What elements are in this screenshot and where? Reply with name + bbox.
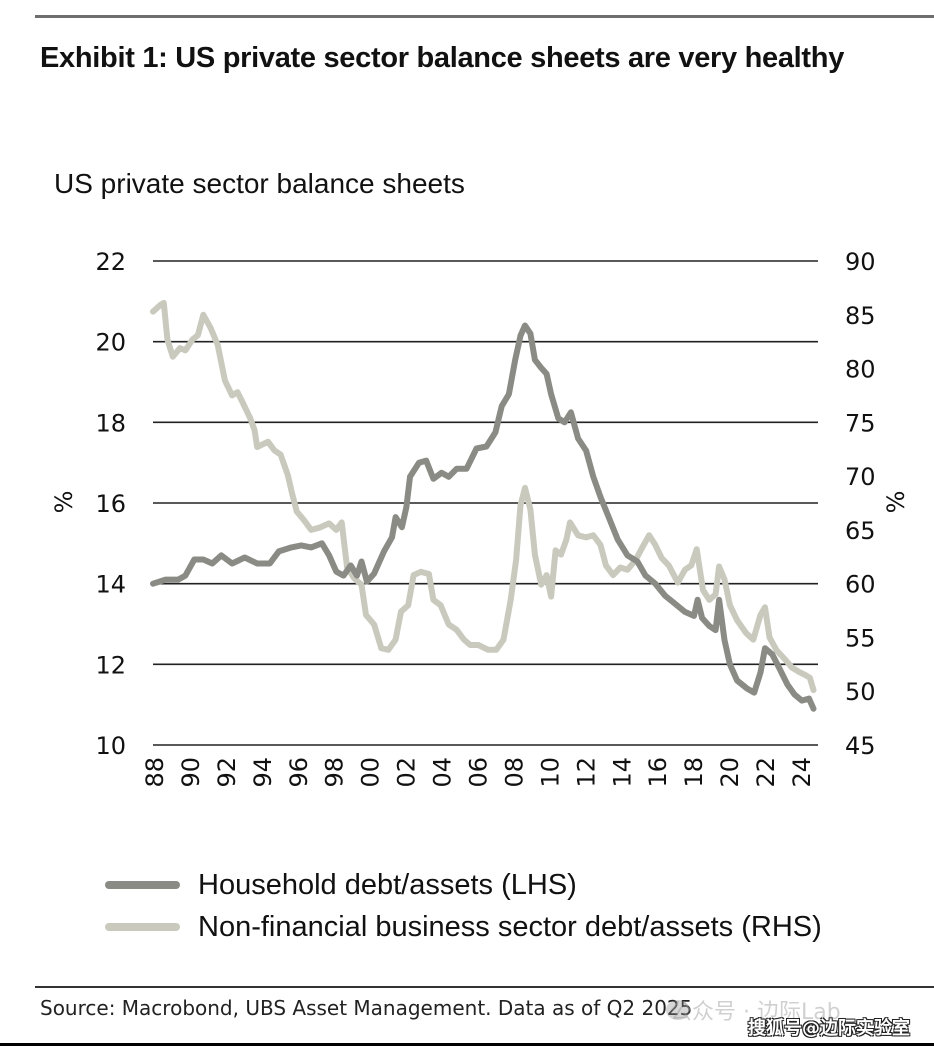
gridlines — [153, 260, 818, 746]
y-right-tick-label: 70 — [845, 463, 876, 491]
x-tick-label: 06 — [465, 757, 493, 788]
x-tick-label: 02 — [393, 757, 421, 788]
exhibit-title: Exhibit 1: US private sector balance she… — [40, 42, 845, 74]
y-left-tick-label: 16 — [95, 490, 126, 518]
x-tick-label: 96 — [285, 757, 313, 788]
x-tick-label: 04 — [429, 757, 457, 788]
y-right-tick-label: 55 — [845, 624, 876, 652]
bottom-border — [0, 1043, 934, 1046]
x-tick-label: 94 — [249, 757, 277, 788]
x-tick-label: 92 — [213, 757, 241, 788]
x-tick-label: 24 — [788, 757, 816, 788]
x-tick-label: 10 — [536, 757, 564, 788]
legend-label-household: Household debt/assets (LHS) — [198, 868, 577, 901]
y-right-tick-label: 60 — [845, 571, 876, 599]
x-axis: 88 90 92 94 96 98 00 02 04 06 08 10 12 14 16 18 20 22 24 — [141, 757, 816, 788]
series-line-household — [150, 322, 817, 712]
series-line-business — [150, 299, 817, 694]
x-tick-label: 20 — [716, 757, 744, 788]
y-left-tick-label: 14 — [95, 571, 126, 599]
legend-label-business: Non-financial business sector debt/asset… — [198, 910, 822, 943]
y-right-tick-label: 75 — [845, 409, 876, 437]
x-tick-label: 88 — [141, 757, 169, 788]
y-right-tick-label: 50 — [845, 678, 876, 706]
y-axis-left: 22 20 18 16 14 12 10 — [95, 248, 126, 760]
x-tick-label: 22 — [752, 757, 780, 788]
x-tick-label: 00 — [357, 757, 385, 788]
x-tick-label: 90 — [177, 757, 205, 788]
chart-title: US private sector balance sheets — [54, 168, 465, 199]
legend: Household debt/assets (LHS) Non-financia… — [105, 864, 822, 948]
series-lines — [150, 299, 817, 712]
y-left-tick-label: 12 — [95, 651, 126, 679]
watermark-chat-icon — [666, 1000, 690, 1020]
x-tick-label: 08 — [500, 757, 528, 788]
y-axis-right-label: % — [882, 491, 910, 514]
legend-swatch-household — [105, 881, 180, 889]
legend-item-business: Non-financial business sector debt/asset… — [105, 906, 822, 948]
y-left-tick-label: 18 — [95, 409, 126, 437]
x-tick-label: 16 — [644, 757, 672, 788]
y-right-tick-label: 65 — [845, 517, 876, 545]
y-axis-right: 90 85 80 75 70 65 60 55 50 45 — [845, 248, 876, 760]
legend-swatch-business — [105, 923, 180, 931]
y-left-tick-label: 22 — [95, 248, 126, 276]
chart: 22 20 18 16 14 12 10 90 85 80 75 70 65 60 55 50 45 88 90… — [50, 248, 910, 788]
watermark-sohu: 搜狐号@边际实验室 — [748, 1018, 910, 1039]
x-tick-label: 14 — [608, 757, 636, 788]
x-tick-label: 18 — [680, 757, 708, 788]
y-right-tick-label: 45 — [845, 732, 876, 760]
footer-rule — [35, 986, 934, 988]
y-right-tick-label: 85 — [845, 302, 876, 330]
watermark-wechat: 公众号 · 边际Lab — [670, 1000, 841, 1025]
y-right-tick-label: 90 — [845, 248, 876, 276]
y-right-tick-label: 80 — [845, 356, 876, 384]
y-axis-left-label: % — [50, 491, 78, 514]
top-rule — [35, 15, 934, 18]
legend-item-household: Household debt/assets (LHS) — [105, 864, 822, 906]
y-left-tick-label: 20 — [95, 329, 126, 357]
x-tick-label: 12 — [572, 757, 600, 788]
source-note: Source: Macrobond, UBS Asset Management.… — [40, 996, 693, 1020]
y-left-tick-label: 10 — [95, 732, 126, 760]
x-tick-label: 98 — [321, 757, 349, 788]
